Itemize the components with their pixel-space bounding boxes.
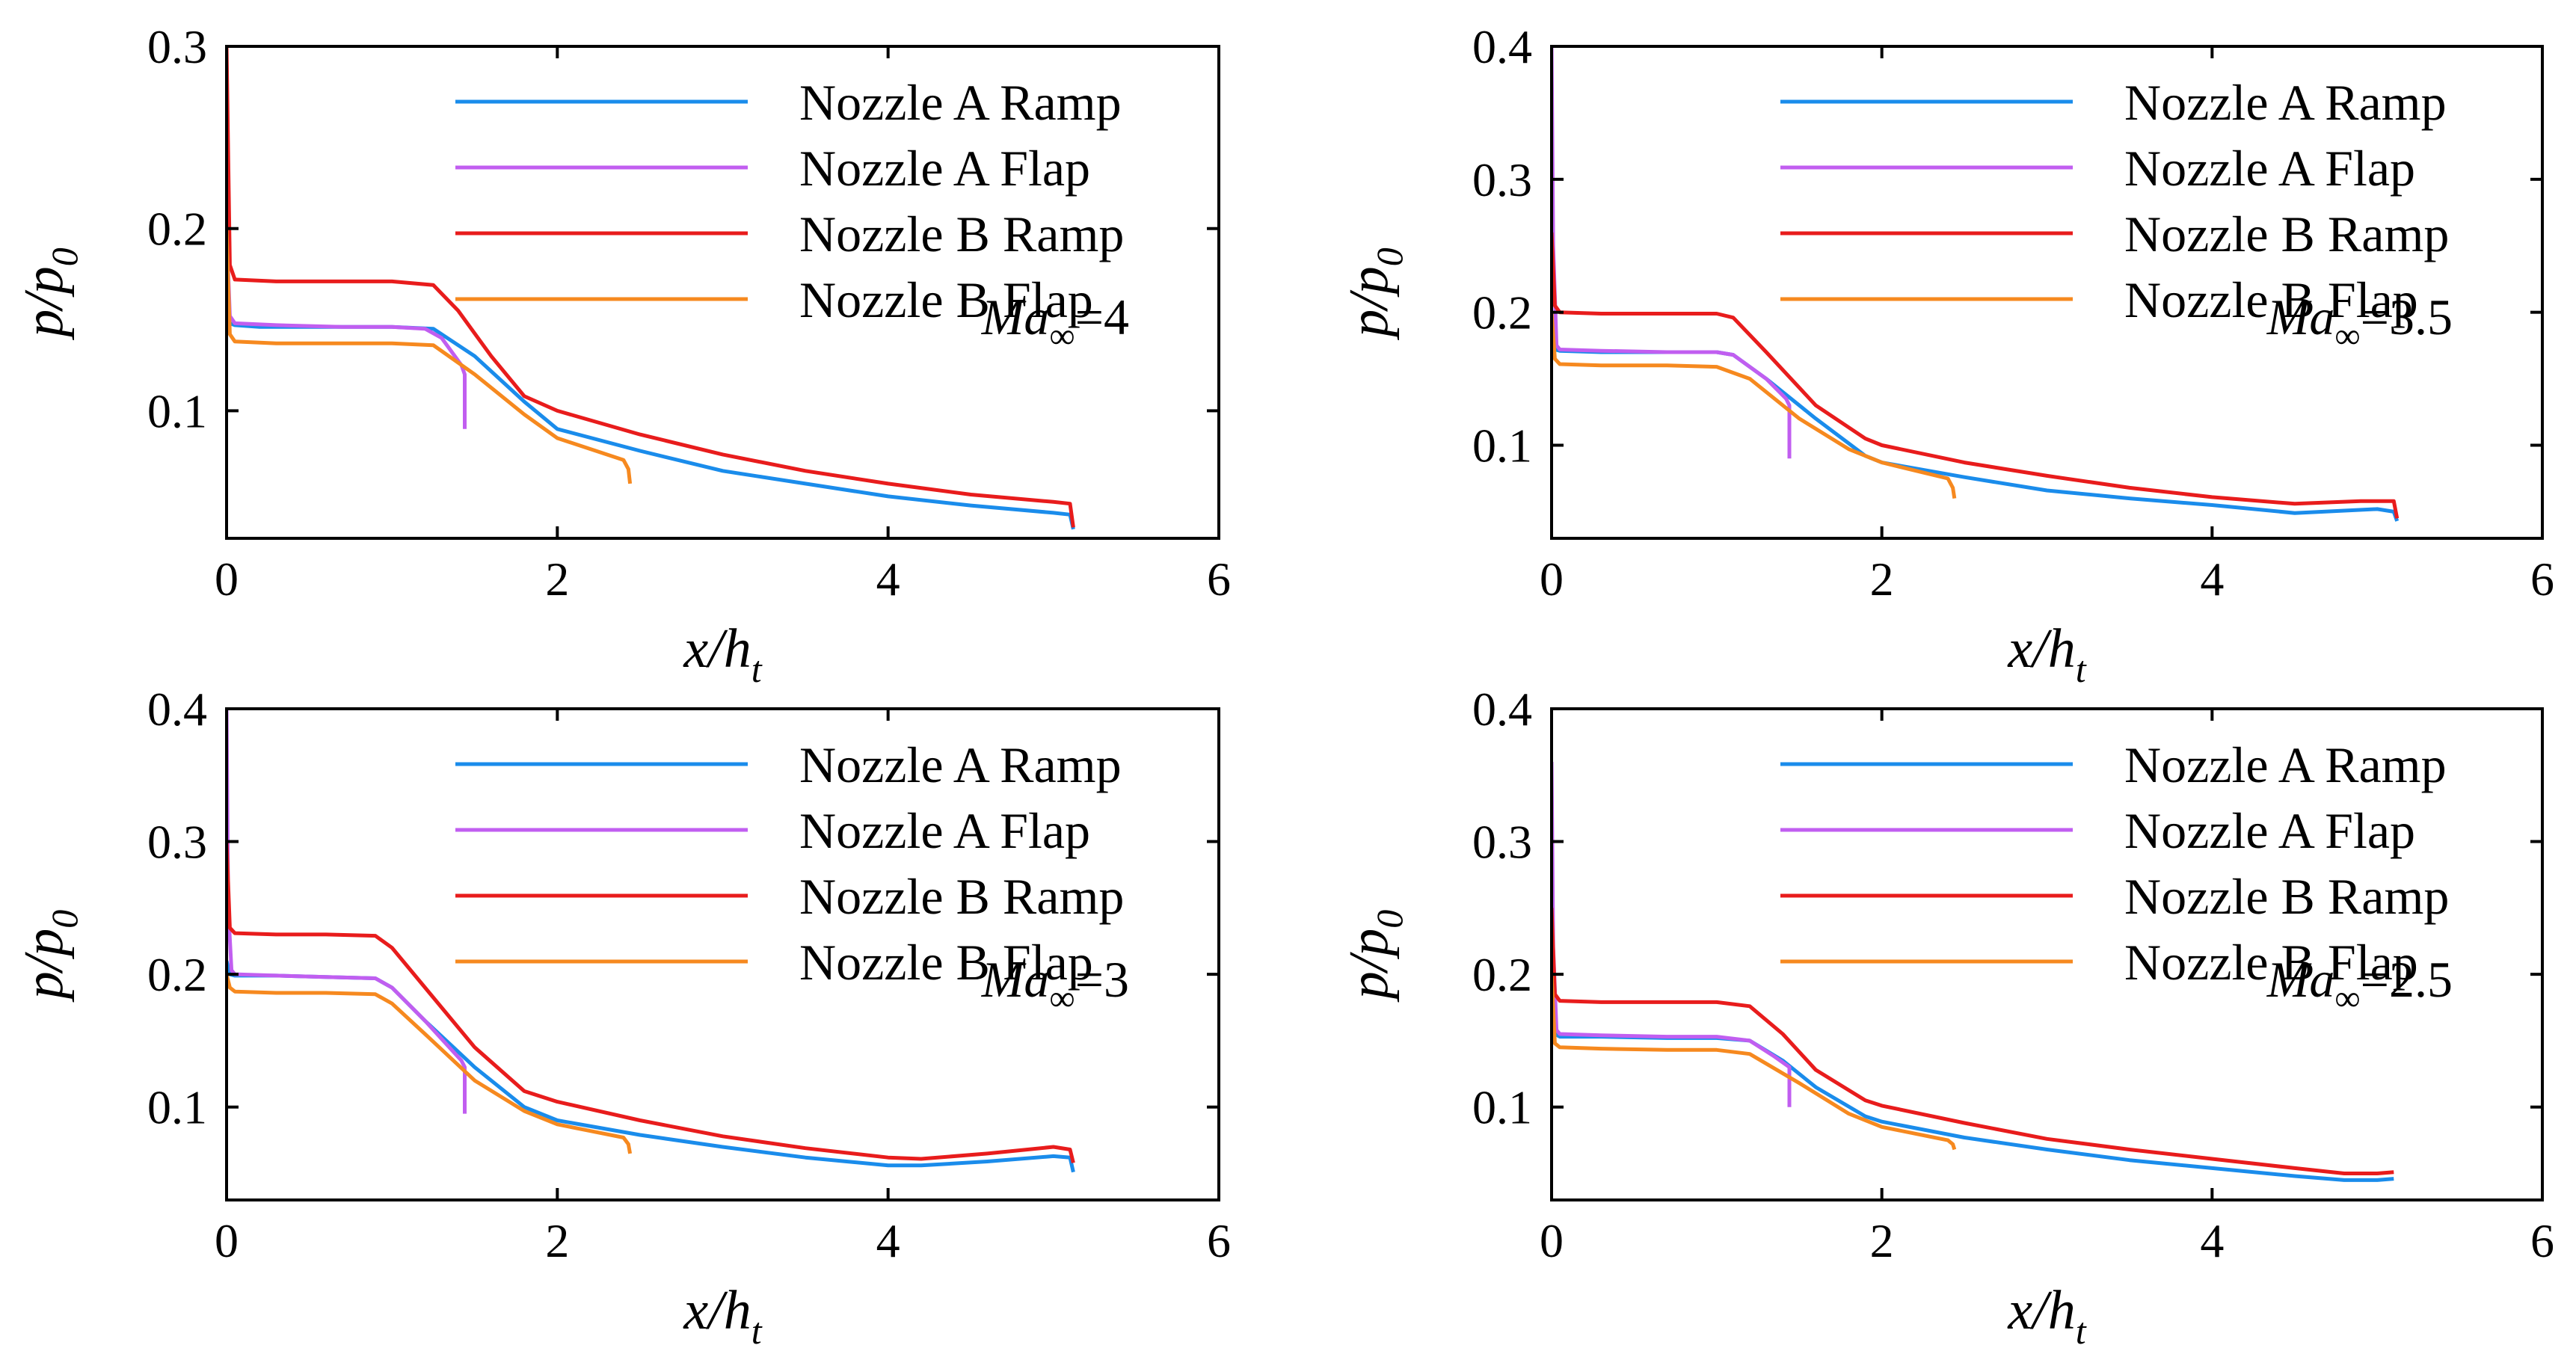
y-tick-label: 0.2	[147, 203, 207, 256]
legend-entry-label: Nozzle A Ramp	[799, 736, 1122, 793]
x-tick-label: 6	[1207, 553, 1231, 606]
y-tick-label: 0.1	[147, 1081, 207, 1134]
legend-entry-label: Nozzle A Flap	[799, 802, 1090, 859]
plot-frame	[1550, 707, 2544, 1201]
x-axis-label: x/ht	[683, 618, 762, 690]
legend-entry-label: Nozzle B Ramp	[799, 868, 1124, 925]
legend: Nozzle A Ramp Nozzle A Flap Nozzle B Ramp N…	[455, 74, 1124, 328]
x-tick-label: 2	[1870, 1214, 1894, 1267]
x-tick-label: 2	[545, 1214, 569, 1267]
x-tick-label: 4	[2200, 1214, 2224, 1267]
mach-annotation: Ma∞=4	[981, 289, 1129, 356]
y-tick-label: 0.1	[147, 384, 207, 437]
series-line-nozzle-b-ramp	[1552, 232, 2400, 519]
y-tick-label: 0.3	[1472, 153, 1532, 206]
legend-entry-label: Nozzle A Ramp	[799, 74, 1122, 131]
x-tick-label: 4	[2200, 553, 2224, 606]
y-tick-label: 0.1	[1472, 1081, 1532, 1134]
series-group	[1552, 46, 2400, 522]
series-line-nozzle-a-ramp	[227, 318, 1075, 530]
x-tick-label: 0	[1540, 553, 1564, 606]
mach-annotation: Ma∞=3	[981, 951, 1129, 1018]
y-axis-label: p/p0	[1338, 910, 1410, 1003]
legend-entry-label: Nozzle B Flap	[799, 934, 1093, 991]
series-line-nozzle-b-ramp	[227, 841, 1075, 1163]
x-tick-label: 0	[215, 553, 239, 606]
x-axis-label: x/ht	[2007, 618, 2086, 690]
legend: Nozzle A Ramp Nozzle A Flap Nozzle B Ramp N…	[1780, 736, 2449, 991]
legend: Nozzle A Ramp Nozzle A Flap Nozzle B Ramp N…	[455, 736, 1124, 991]
x-tick-label: 6	[2530, 553, 2554, 606]
x-axis-label: x/ht	[2007, 1280, 2086, 1352]
series-line-nozzle-a-flap	[1552, 46, 1792, 459]
series-line-nozzle-b-ramp	[1552, 908, 2394, 1175]
y-tick-label: 0.4	[147, 683, 207, 736]
y-axis-label: p/p0	[13, 910, 85, 1003]
plot-frame	[225, 707, 1220, 1201]
x-tick-label: 2	[1870, 553, 1894, 606]
y-axis-label: p/p0	[13, 247, 85, 341]
series-line-nozzle-b-flap	[227, 973, 633, 1154]
legend-entry-label: Nozzle B Flap	[2124, 271, 2418, 328]
y-tick-label: 0.4	[1472, 683, 1532, 736]
legend-entry-label: Nozzle A Ramp	[2124, 736, 2447, 793]
legend-entry-label: Nozzle B Ramp	[799, 206, 1124, 262]
y-tick-label: 0.3	[1472, 816, 1532, 869]
x-tick-label: 0	[1540, 1214, 1564, 1267]
x-tick-label: 6	[2530, 1214, 2554, 1267]
legend-entry-label: Nozzle B Flap	[799, 271, 1093, 328]
plot-frame	[1550, 45, 2544, 540]
legend: Nozzle A Ramp Nozzle A Flap Nozzle B Ramp N…	[1780, 74, 2449, 328]
legend-entry-label: Nozzle A Flap	[2124, 140, 2415, 197]
series-group	[227, 46, 1075, 530]
series-group	[227, 709, 1075, 1173]
y-tick-label: 0.4	[1472, 20, 1532, 73]
series-line-nozzle-b-flap	[1552, 973, 1957, 1151]
series-line-nozzle-b-flap	[227, 228, 633, 484]
y-tick-label: 0.2	[147, 948, 207, 1001]
series-line-nozzle-a-flap	[227, 228, 467, 429]
legend-entry-label: Nozzle B Flap	[2124, 934, 2418, 991]
mach-annotation: Ma∞=3.5	[2266, 289, 2453, 356]
x-tick-label: 4	[876, 553, 900, 606]
x-tick-label: 6	[1207, 1214, 1231, 1267]
series-line-nozzle-a-flap	[227, 709, 467, 1114]
y-tick-label: 0.3	[147, 20, 207, 73]
series-line-nozzle-b-ramp	[227, 46, 1075, 528]
y-tick-label: 0.1	[1472, 419, 1532, 473]
x-tick-label: 4	[876, 1214, 900, 1267]
y-tick-label: 0.2	[1472, 948, 1532, 1001]
legend-entry-label: Nozzle A Flap	[799, 140, 1090, 197]
y-tick-label: 0.2	[1472, 286, 1532, 339]
x-tick-label: 2	[545, 553, 569, 606]
y-axis-label: p/p0	[1338, 247, 1410, 341]
legend-entry-label: Nozzle A Flap	[2124, 802, 2415, 859]
series-line-nozzle-a-flap	[1552, 761, 1792, 1107]
x-axis-label: x/ht	[683, 1280, 762, 1352]
x-tick-label: 0	[215, 1214, 239, 1267]
legend-entry-label: Nozzle B Ramp	[2124, 206, 2449, 262]
y-tick-label: 0.3	[147, 816, 207, 869]
legend-entry-label: Nozzle B Ramp	[2124, 868, 2449, 925]
plot-frame	[225, 45, 1220, 540]
series-line-nozzle-b-flap	[1552, 312, 1957, 499]
series-group	[1552, 761, 2394, 1182]
mach-annotation: Ma∞=2.5	[2266, 951, 2453, 1018]
legend-entry-label: Nozzle A Ramp	[2124, 74, 2447, 131]
